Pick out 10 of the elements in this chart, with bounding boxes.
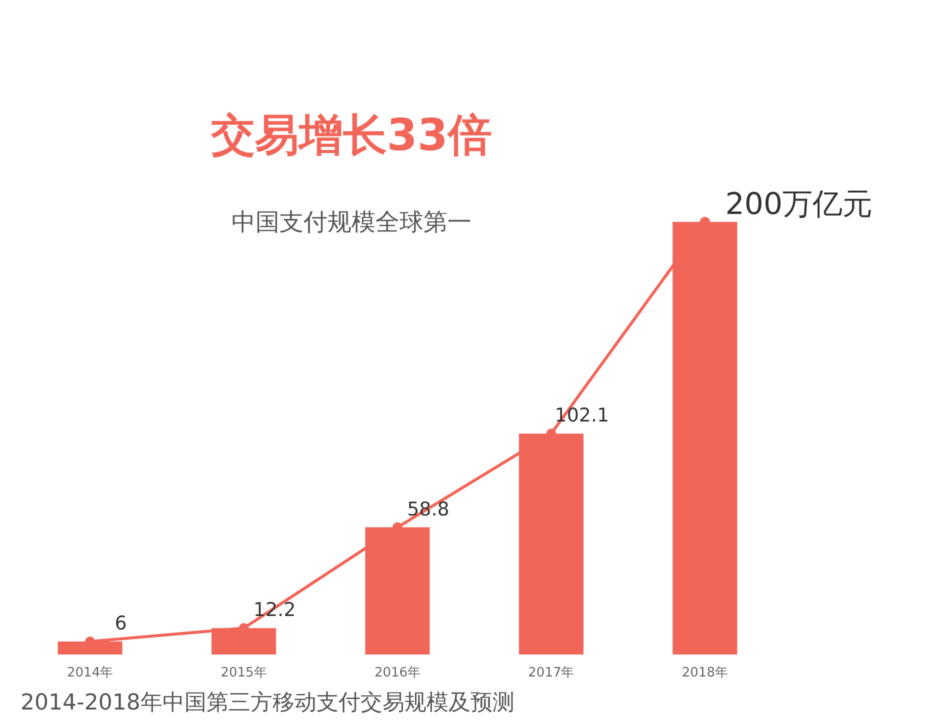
text: 交易增长33倍 [210, 110, 492, 161]
annotation: 中国支付规模全球第一 [231, 208, 472, 236]
data-label: 6 [114, 612, 127, 635]
x-tick-label: 2016年 [374, 666, 421, 680]
x-tick-label: 2015年 [220, 666, 267, 680]
data-label: 200万亿元 [725, 186, 873, 222]
x-tick-label: 2017年 [528, 666, 574, 680]
x-tick-label: 2014年 [67, 666, 114, 680]
text: 2014-2018年中国第三方移动支付交易规模及预测 [20, 690, 514, 716]
x-tick-label: 2018年 [682, 666, 728, 680]
